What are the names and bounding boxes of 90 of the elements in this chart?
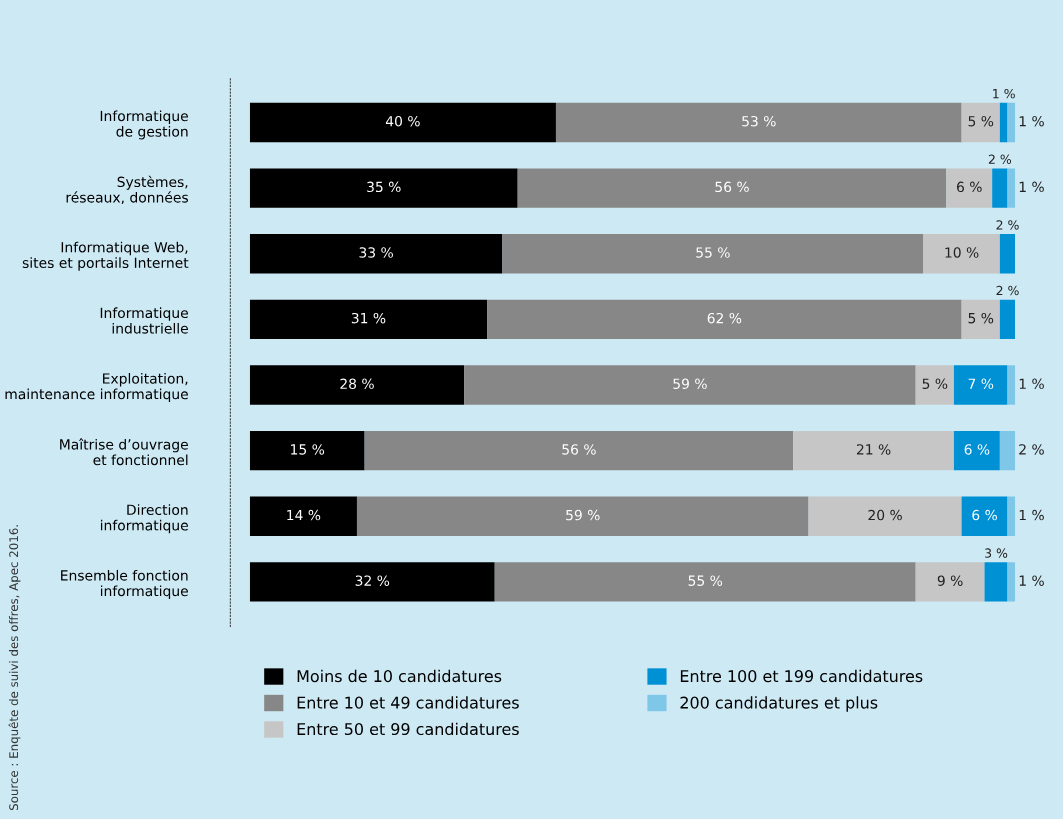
bar xyxy=(915,365,954,405)
data-label: 15 % xyxy=(291,444,325,455)
data-label: 55 % xyxy=(696,247,730,258)
bar xyxy=(249,430,365,471)
data-label: 1 % xyxy=(1019,181,1044,193)
data-label: 1 % xyxy=(1019,378,1044,390)
bar xyxy=(249,496,357,536)
data-label: 59 % xyxy=(566,509,600,521)
bar xyxy=(953,430,1000,471)
bar xyxy=(502,234,924,274)
data-label: 6 % xyxy=(956,181,982,193)
bar xyxy=(555,102,962,143)
bar xyxy=(1007,365,1016,405)
data-label: 28 % xyxy=(340,378,374,390)
bar xyxy=(992,168,1008,208)
bar xyxy=(808,496,962,536)
bar xyxy=(999,234,1016,274)
data-label: 2 % xyxy=(1019,444,1044,455)
y-tick-label: Exploitation, maintenance informatique xyxy=(5,372,188,402)
bar xyxy=(915,562,985,602)
bar xyxy=(793,430,954,471)
data-label: 14 % xyxy=(287,509,321,521)
data-label: 20 % xyxy=(868,509,902,521)
data-label: 62 % xyxy=(707,312,742,324)
legend-label: Entre 10 et 49 candidatures xyxy=(297,696,519,709)
data-label: 6 % xyxy=(964,444,990,455)
bar xyxy=(517,168,947,208)
data-label: 5 % xyxy=(922,378,948,390)
data-label: 2 % xyxy=(988,154,1012,164)
data-label: 56 % xyxy=(562,444,596,455)
bar xyxy=(1007,168,1016,208)
y-tick-label: Informatique de gestion xyxy=(100,110,188,140)
data-label: 55 % xyxy=(688,575,723,586)
bar xyxy=(1007,562,1016,602)
bar xyxy=(946,168,993,208)
data-label: 21 % xyxy=(856,444,891,455)
bar xyxy=(356,496,809,536)
source-note: Source : Enquête de suivi des offres, Apec 2016. xyxy=(8,525,21,811)
data-label: 59 % xyxy=(673,378,707,390)
bar xyxy=(249,168,518,208)
bar xyxy=(364,430,794,471)
data-label: 9 % xyxy=(937,575,963,586)
y-tick-label: Ensemble fonction informatique xyxy=(61,569,188,599)
bar xyxy=(1007,102,1016,143)
data-label: 5 % xyxy=(968,312,994,324)
y-tick-label: Informatique Web, sites et portails Internet xyxy=(22,241,189,271)
bar xyxy=(984,562,1008,602)
data-label: 53 % xyxy=(742,115,776,127)
data-label: 1 % xyxy=(1019,115,1044,127)
data-label: 1 % xyxy=(1019,509,1044,521)
data-label: 35 % xyxy=(367,181,401,193)
data-label: 1 % xyxy=(993,88,1015,99)
bar xyxy=(961,299,1000,340)
bar xyxy=(494,562,916,602)
bar xyxy=(953,365,1008,405)
data-label: 6 % xyxy=(972,509,998,521)
bar xyxy=(249,234,503,274)
y-tick-label: Maîtrise d’ouvrage et fonctionnel xyxy=(60,438,188,466)
data-label: 7 % xyxy=(968,378,994,390)
bar xyxy=(249,365,465,405)
y-tick-label: Direction informatique xyxy=(100,504,188,534)
bar xyxy=(1007,496,1016,536)
data-label: 2 % xyxy=(996,220,1019,230)
data-label: 40 % xyxy=(385,115,420,127)
bar xyxy=(487,299,962,340)
bar xyxy=(249,102,556,143)
data-label: 5 % xyxy=(968,115,994,127)
data-label: 1 % xyxy=(1019,575,1044,586)
data-label: 3 % xyxy=(985,548,1008,558)
y-tick-label: Systèmes, réseaux, données xyxy=(66,175,189,205)
bar xyxy=(961,102,1000,143)
legend-label: Entre 50 et 99 candidatures xyxy=(297,722,519,736)
data-label: 33 % xyxy=(359,247,393,258)
bar xyxy=(999,102,1008,143)
bar xyxy=(961,496,1008,536)
data-label: 10 % xyxy=(945,247,979,258)
bar xyxy=(464,365,916,405)
bar xyxy=(999,299,1016,340)
data-label: 56 % xyxy=(715,181,749,193)
bar xyxy=(249,562,495,602)
data-label: 2 % xyxy=(996,285,1019,296)
legend-label: 200 candidatures et plus xyxy=(680,696,878,712)
bar xyxy=(249,299,488,340)
y-tick-label: Informatique industrielle xyxy=(100,307,188,334)
bar xyxy=(923,234,1000,274)
bar xyxy=(999,430,1016,471)
legend-label: Moins de 10 candidatures xyxy=(297,669,502,683)
legend-label: Entre 100 et 199 candidatures xyxy=(680,669,923,683)
data-label: 31 % xyxy=(351,312,386,324)
data-label: 32 % xyxy=(355,575,390,586)
